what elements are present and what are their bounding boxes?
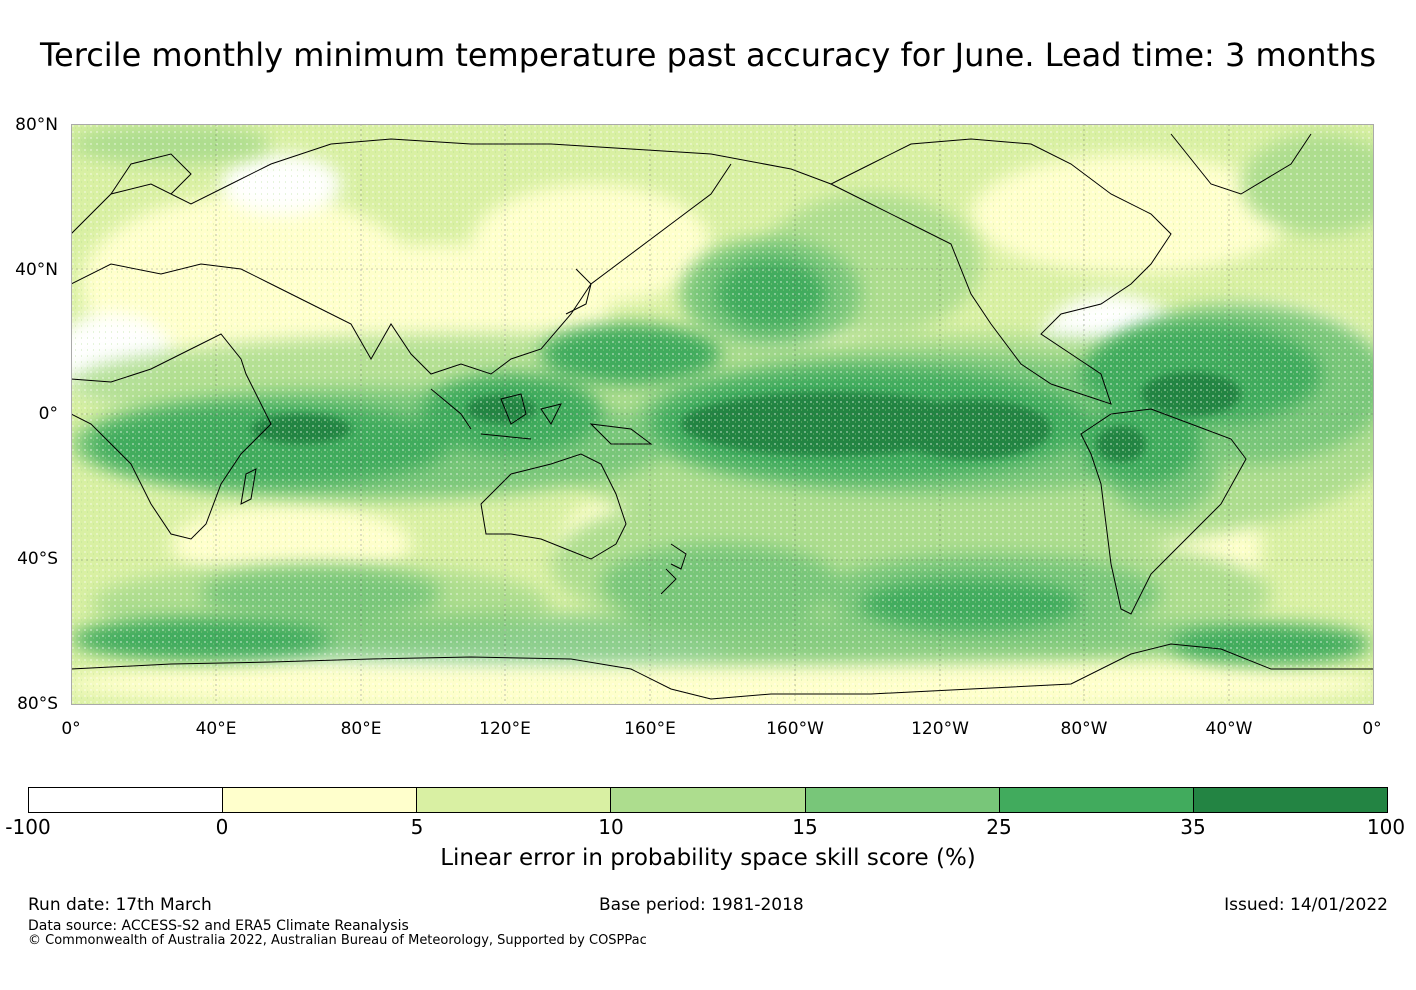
coast-africa (71, 333, 272, 540)
colorbar-segment-3 (417, 788, 612, 812)
lat-label-80s: 80°S (17, 694, 58, 714)
colorbar-tick: -100 (5, 815, 51, 839)
skill-texture (71, 124, 1374, 705)
colorbar-tick: 10 (598, 815, 624, 839)
colorbar-segment-6 (999, 788, 1194, 812)
coast-new-guinea (589, 423, 653, 445)
lat-label-40s: 40°S (17, 549, 58, 569)
lon-label-80e: 80°E (340, 719, 382, 739)
base-period: Base period: 1981-2018 (599, 895, 804, 915)
colorbar-tick: 35 (1180, 815, 1206, 839)
lon-label-160w: 160°W (766, 719, 824, 739)
colorbar-segment-1 (29, 788, 224, 812)
coast-scandinavia (110, 153, 192, 195)
colorbar-tick: 15 (792, 815, 818, 839)
lon-label-120w: 120°W (911, 719, 969, 739)
colorbar-segment-4 (611, 788, 806, 812)
skill-map (71, 124, 1374, 705)
colorbar-tick: 5 (410, 815, 424, 839)
lon-label-120e: 120°E (479, 719, 531, 739)
coast-japan (565, 268, 592, 315)
lat-label-equator: 0° (38, 404, 58, 424)
lon-label-40e: 40°E (195, 719, 237, 739)
coast-java (480, 433, 532, 440)
lon-label-0-right: 0° (1362, 719, 1382, 739)
issued-date: Issued: 14/01/2022 (1224, 895, 1388, 915)
colorbar-tick: 100 (1366, 815, 1406, 839)
lon-label-80w: 80°W (1060, 719, 1108, 739)
lon-label-160e: 160°E (624, 719, 676, 739)
coast-north-america (829, 138, 1172, 405)
coast-antarctica (71, 643, 1374, 700)
coastlines (71, 133, 1374, 700)
graticule (71, 124, 1374, 705)
copyright: © Commonwealth of Australia 2022, Austra… (28, 933, 647, 948)
colorbar-segment-2 (223, 788, 418, 812)
coast-madagascar (240, 468, 257, 505)
coast-australia (480, 453, 627, 560)
coast-greenland (1170, 133, 1312, 195)
run-date: Run date: 17th March (28, 895, 212, 915)
data-source: Data source: ACCESS-S2 and ERA5 Climate … (28, 918, 409, 934)
colorbar-segment-7 (1193, 788, 1387, 812)
lon-label-40w: 40°W (1205, 719, 1253, 739)
map-svg (71, 124, 1374, 705)
lat-label-40n: 40°N (15, 260, 58, 280)
colorbar-label: Linear error in probability space skill … (440, 845, 976, 871)
lat-label-80n: 80°N (15, 115, 58, 135)
chart-title: Tercile monthly minimum temperature past… (39, 36, 1377, 74)
colorbar (28, 787, 1388, 813)
colorbar-segment-5 (805, 788, 1000, 812)
colorbar-tick: 25 (986, 815, 1012, 839)
coast-nz-south (660, 568, 677, 595)
map-frame (71, 124, 1374, 705)
lon-label-0: 0° (61, 719, 81, 739)
coast-eurasia-north (71, 138, 832, 235)
colorbar-tick: 0 (215, 815, 229, 839)
coast-nz-north (670, 543, 687, 570)
coast-south-america (1080, 408, 1247, 615)
